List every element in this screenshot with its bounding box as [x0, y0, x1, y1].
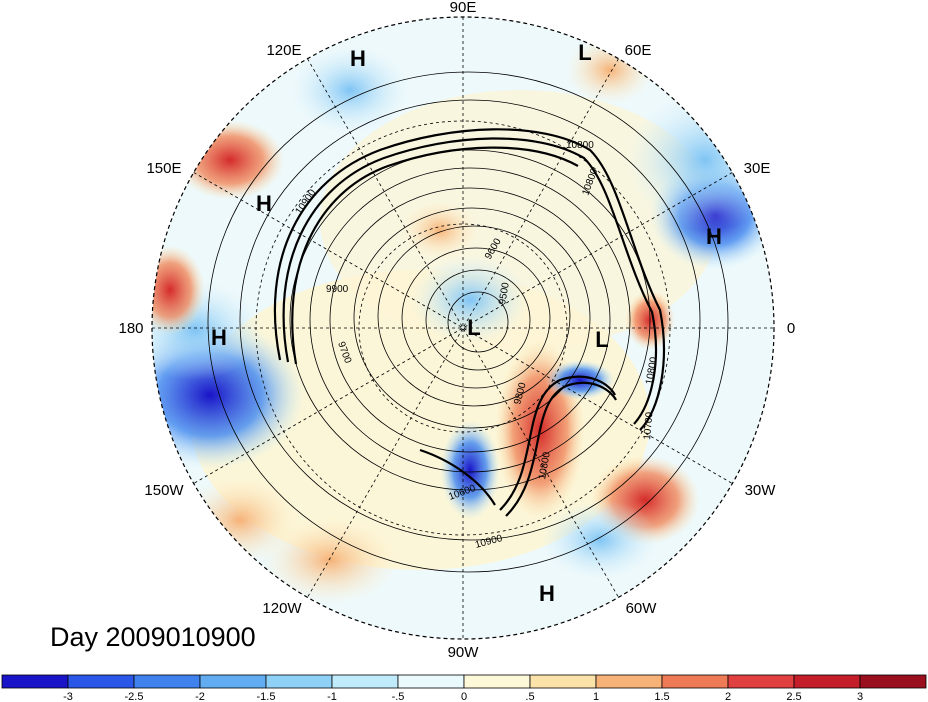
lon-label-60e: 60E [625, 42, 652, 59]
lon-label-150w: 150W [144, 482, 184, 499]
lon-label-0: 0 [787, 320, 795, 337]
height-contours [207, 71, 729, 573]
graticule [152, 17, 774, 639]
day-label: Day 2009010900 [50, 622, 256, 652]
colorbar-tick-label: .5 [525, 691, 534, 702]
map-boundary [151, 16, 775, 640]
contour-label: 10800 [537, 451, 553, 481]
colorbar-swatch [265, 674, 333, 689]
colorbar-swatch [67, 674, 135, 689]
colorbar-tick-label: -1 [327, 691, 337, 702]
lon-label-30w: 30W [745, 482, 777, 499]
longitude-labels: 90E 60E 30E 0 30W 60W 90W 120W 150W 180 … [118, 0, 795, 661]
lon-label-120e: 120E [266, 42, 301, 59]
lon-label-30e: 30E [744, 160, 771, 177]
lon-label-90e: 90E [450, 0, 477, 16]
contour-value-labels: 10800 10800 10900 9900 9700 9500 9800 10… [293, 140, 659, 551]
lon-label-180: 180 [118, 320, 143, 337]
colorbar-swatch [595, 674, 663, 689]
colorbar-swatch [331, 674, 399, 689]
colorbar-swatch [727, 674, 795, 689]
low-pressure-marker: L [467, 315, 480, 340]
high-pressure-marker: H [211, 325, 227, 350]
colorbar-swatch [661, 674, 729, 689]
high-pressure-marker: H [350, 46, 366, 71]
colorbar-tick-label: -.5 [392, 691, 405, 702]
low-pressure-marker: L [578, 40, 591, 65]
colorbar-tick-label: 1.5 [654, 691, 669, 702]
colorbar-swatch [463, 674, 531, 689]
colorbar-tick-label: 0 [461, 691, 467, 702]
colorbar-tick-label: 3 [857, 691, 863, 702]
contour-label: 9500 [497, 281, 512, 305]
colorbar-swatch [199, 674, 267, 689]
colorbar-tick-label: -3 [63, 691, 73, 702]
lon-label-120w: 120W [262, 600, 302, 617]
anomaly-shading [152, 17, 774, 639]
colorbar-swatch [133, 674, 201, 689]
high-pressure-marker: H [256, 191, 272, 216]
lon-label-90w: 90W [448, 644, 480, 661]
colorbar-tick-label: -2.5 [125, 691, 144, 702]
colorbar-tick-label: 1 [593, 691, 599, 702]
contour-label: 9900 [326, 284, 349, 295]
lon-label-60w: 60W [626, 600, 658, 617]
colorbar-tick-label: -2 [195, 691, 205, 702]
contour-label: 10800 [566, 140, 594, 151]
colorbar-tick-label: 2 [725, 691, 731, 702]
colorbar-tick-label: 2.5 [786, 691, 801, 702]
high-pressure-marker: H [539, 581, 555, 606]
low-pressure-marker: L [595, 327, 608, 352]
contour-label: 10800 [644, 356, 660, 386]
colorbar-swatch [397, 674, 465, 689]
lon-label-150e: 150E [146, 160, 181, 177]
high-pressure-marker: H [706, 224, 722, 249]
colorbar-swatch [1, 674, 69, 689]
pressure-markers: H L H H H L L H [211, 40, 722, 606]
colorbar-swatch [859, 674, 927, 689]
colorbar-swatch [529, 674, 597, 689]
colorbar-swatch [793, 674, 861, 689]
contour-label: 10700 [642, 411, 655, 440]
colorbar-tick-label: -1.5 [257, 691, 276, 702]
colorbar: -3 -2.5 -2 -1.5 -1 -.5 0 .5 1 1.5 2 2.5 3 [1, 674, 927, 702]
jet-stream-contours [273, 128, 666, 517]
